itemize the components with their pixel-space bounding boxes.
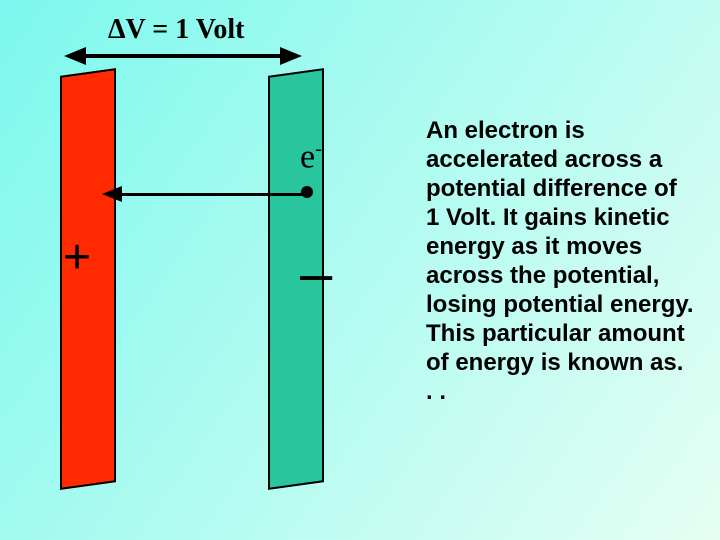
- minus-sign: –: [300, 240, 332, 307]
- voltage-arrow-head-left: [64, 47, 86, 65]
- electron-label: e-: [300, 138, 322, 176]
- voltage-arrow-line: [86, 54, 280, 58]
- description-text: An electron is accelerated across a pote…: [426, 116, 696, 406]
- plus-sign: +: [63, 230, 91, 285]
- stage: ΔV = 1 Volt + – e- An electron is accele…: [0, 0, 720, 540]
- voltage-label: ΔV = 1 Volt: [108, 14, 244, 46]
- electron-arrow-line: [122, 193, 302, 196]
- voltage-arrow-head-right: [280, 47, 302, 65]
- electron-arrow-head: [102, 186, 122, 202]
- electron-dot: [301, 186, 313, 198]
